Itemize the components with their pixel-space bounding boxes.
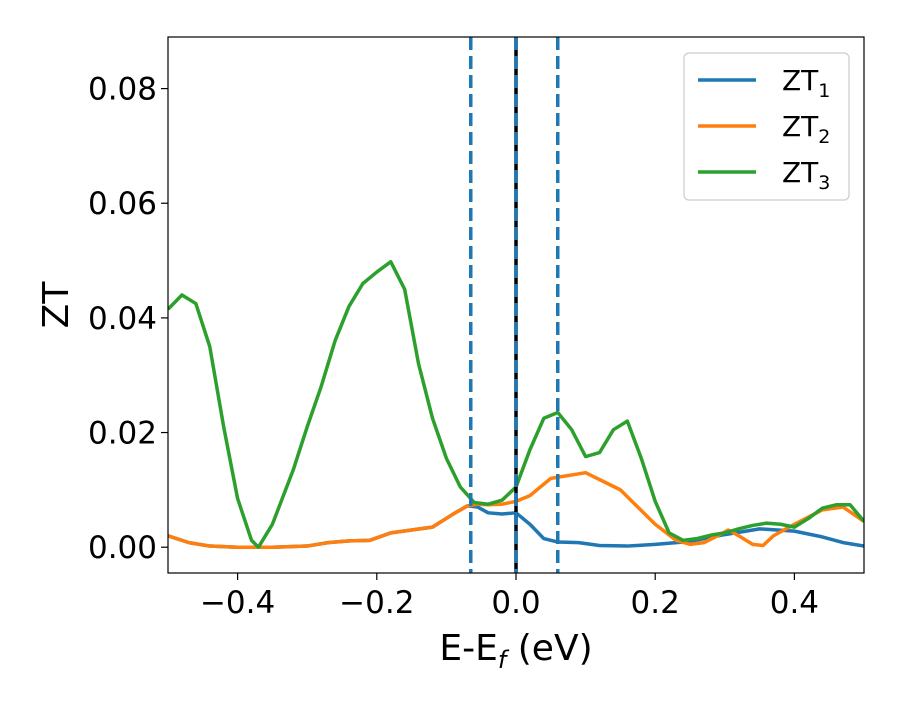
legend-label-zt2: ZT2 [782,110,830,148]
y-tick-label: 0.04 [88,301,157,337]
series-line-zt2 [168,470,864,549]
legend-box [683,52,850,201]
plot-area [168,37,864,573]
y-tick-label: 0.06 [88,186,157,222]
legend: ZT1 ZT2 ZT3 [683,52,850,201]
x-tick-label: 0.4 [770,585,819,621]
legend-label-zt1: ZT1 [782,64,830,102]
y-tick-label: 0.02 [88,416,157,452]
y-tick-label: 0.08 [88,72,157,108]
y-tick-label: 0.00 [88,530,157,566]
y-axis-title: ZT [36,281,77,329]
x-tick-label: −0.4 [200,585,275,621]
axes: −0.4 −0.2 0.0 0.2 0.4 0.00 0.02 0.04 0.06 0.08 E-E… [36,36,865,674]
x-tick-label: 0.0 [491,585,540,621]
x-tick-label: 0.2 [631,585,680,621]
x-tick-label: −0.2 [339,585,414,621]
legend-label-zt3: ZT3 [782,156,830,194]
x-axis-title: E-Ef (eV) [439,628,592,674]
